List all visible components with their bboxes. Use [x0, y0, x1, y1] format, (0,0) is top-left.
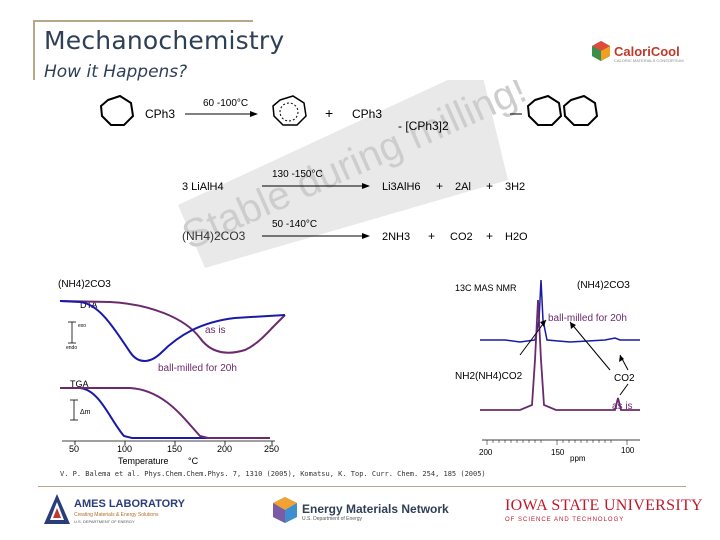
r2-product2: 2Al — [455, 181, 471, 193]
dta-exo: exo — [78, 323, 86, 329]
tropylium-ring-icon — [272, 95, 307, 126]
ames-lab-dept: U.S. DEPARTMENT OF ENERGY — [74, 519, 135, 524]
dta-x-label: Temperature — [118, 456, 169, 466]
nmr-x-unit: ppm — [570, 454, 586, 463]
emn-sub: U.S. Department of Energy — [302, 516, 363, 522]
ames-lab-tagline: Creating Materials & Energy Solutions — [74, 512, 159, 518]
citation: V. P. Balema et al. Phys.Chem.Chem.Phys.… — [60, 470, 486, 478]
nmr-peak1-label: NH2(NH4)CO2 — [455, 371, 523, 382]
nmr-tick-100: 100 — [621, 446, 635, 455]
r3-product1: 2NH3 — [382, 231, 410, 243]
dta-x-unit: °C — [188, 456, 199, 466]
caloricool-logo-icon — [592, 41, 610, 61]
r3-reactant: (NH4)2CO3 — [182, 229, 246, 243]
dta-tick-100: 100 — [117, 444, 132, 454]
dta-as-is-curve — [59, 300, 286, 354]
slide-title: Mechanochemistry — [44, 26, 285, 55]
nmr-tick-200: 200 — [479, 448, 493, 457]
nmr-as-is-label: as is — [612, 401, 633, 412]
header-bracket-vertical — [33, 20, 35, 80]
r1-reactant: CPh3 — [145, 107, 175, 121]
dta-tick-150: 150 — [167, 444, 182, 454]
tga-as-is-curve — [60, 387, 270, 439]
slide-subtitle: How it Happens? — [44, 62, 188, 82]
dta-tick-250: 250 — [264, 444, 279, 454]
nmr-as-is-spectrum — [480, 279, 640, 343]
r1-plus: + — [325, 105, 333, 121]
caloricool-sub: CALORIC MATERIALS CONSORTIUM — [614, 58, 684, 63]
dta-as-is-label: as is — [205, 325, 226, 336]
nmr-title: 13C MAS NMR — [455, 283, 517, 293]
r2-reactant: 3 LiAlH4 — [182, 181, 224, 193]
r3-product2: CO2 — [450, 231, 473, 243]
dta-milled-label: ball-milled for 20h — [158, 363, 237, 374]
ames-logo-icon — [44, 494, 70, 524]
emn-logo-icon — [273, 497, 297, 523]
r3-plus1: + — [428, 229, 435, 243]
r2-plus2: + — [486, 179, 493, 193]
dta-tga-plot: (NH4)2CO3 DTA exo endo as is ball-milled… — [58, 279, 286, 466]
isu-name: IOWA STATE UNIVERSITY — [505, 497, 703, 514]
r3-product3: H2O — [505, 231, 528, 243]
nmr-milled-spectrum — [480, 299, 640, 411]
nmr-compound: (NH4)2CO3 — [577, 280, 630, 291]
r1-condition: 60 -100°C — [203, 98, 248, 109]
dta-tick-50: 50 — [69, 444, 79, 454]
cycloheptatriene-ring-icon — [99, 94, 135, 126]
dta-tick-200: 200 — [217, 444, 232, 454]
heptafulvalene-ring-right-icon — [562, 94, 599, 126]
caloricool-name: CaloriCool — [614, 44, 680, 59]
nmr-tick-150: 150 — [551, 448, 565, 457]
footer-divider — [38, 486, 686, 487]
tga-milled-curve — [60, 387, 270, 439]
r3-plus2: + — [486, 229, 493, 243]
dta-milled-curve — [59, 300, 286, 362]
r2-plus1: + — [436, 179, 443, 193]
nmr-milled-label: ball-milled for 20h — [548, 313, 627, 324]
nmr-peak2-label: CO2 — [614, 373, 635, 384]
isu-sub: OF SCIENCE AND TECHNOLOGY — [505, 517, 625, 523]
tga-dm: Δm — [80, 409, 91, 416]
r1-byproduct: - [CPh3]2 — [398, 119, 449, 133]
nmr-plot: 13C MAS NMR (NH4)2CO3 ball-milled for 20… — [455, 279, 640, 463]
r2-product1: Li3AlH6 — [382, 181, 421, 193]
dta-endo: endo — [66, 345, 77, 351]
r2-product3: 3H2 — [505, 181, 525, 193]
reaction-scheme: Stable during milling! CPh3 60 -100°C + … — [99, 80, 599, 268]
r2-condition: 130 -150°C — [272, 169, 323, 180]
watermark-box — [178, 80, 508, 268]
header-bracket-horizontal — [33, 20, 253, 22]
r3-condition: 50 -140°C — [272, 219, 317, 230]
r1-product: CPh3 — [352, 107, 382, 121]
emn-name: Energy Materials Network — [302, 502, 449, 516]
tga-label: TGA — [70, 379, 89, 389]
ames-lab-name: AMES LABORATORY — [74, 498, 186, 510]
dta-compound: (NH4)2CO3 — [58, 279, 111, 290]
heptafulvalene-ring-left-icon — [526, 94, 563, 126]
